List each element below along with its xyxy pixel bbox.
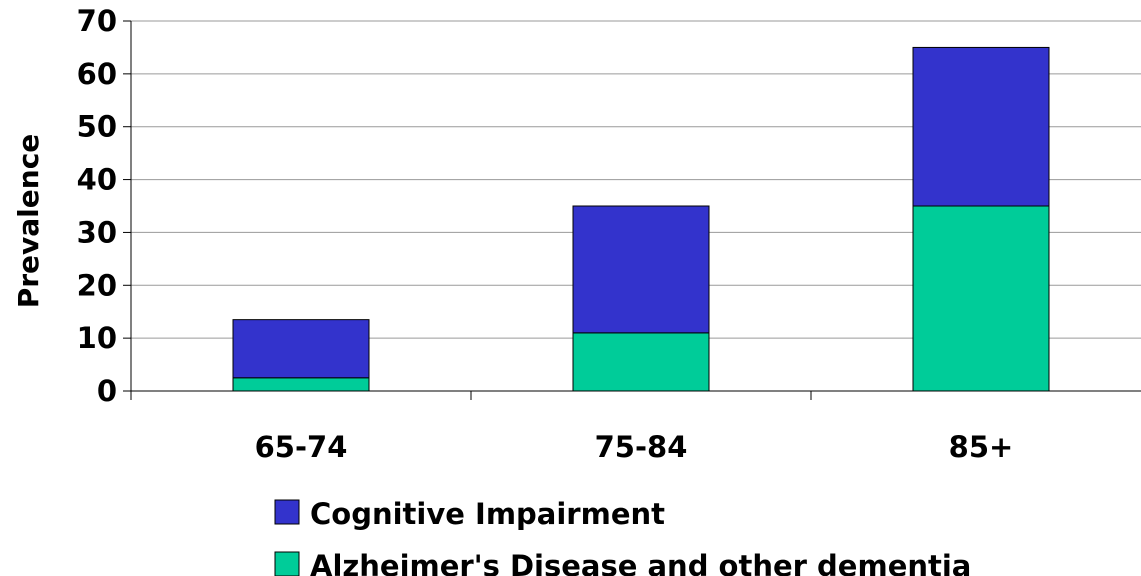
y-tick-label: 40 (77, 163, 117, 197)
axes (130, 21, 1141, 400)
bar-segment (232, 319, 370, 379)
legend: Cognitive Impairment Alzheimer's Disease … (274, 497, 971, 576)
x-tick-label: 65-74 (255, 430, 348, 464)
x-axis-ticks: 65-74 75-84 85+ (255, 430, 1014, 464)
y-tick-label: 50 (77, 110, 117, 144)
legend-label: Cognitive Impairment (310, 497, 665, 531)
legend-swatch (274, 551, 300, 576)
y-tick-label: 10 (77, 321, 117, 355)
bar-segment (912, 46, 1050, 207)
bar-segment (912, 205, 1050, 392)
bar-segment (572, 332, 710, 392)
legend-swatch (274, 499, 300, 525)
y-tick-label: 0 (97, 374, 117, 408)
y-axis-ticks: 0 10 20 30 40 50 60 70 (77, 4, 131, 408)
y-tick-label: 60 (77, 57, 117, 91)
bar-segment (232, 377, 370, 392)
y-axis-title: Prevalence (12, 134, 45, 309)
y-tick-label: 30 (77, 215, 117, 249)
bars (232, 46, 1050, 392)
x-tick-label: 85+ (949, 430, 1014, 464)
y-tick-label: 20 (77, 268, 117, 302)
legend-label: Alzheimer's Disease and other dementia (310, 549, 971, 576)
bar-segment (572, 205, 710, 334)
y-tick-label: 70 (77, 4, 117, 38)
x-tick-label: 75-84 (595, 430, 688, 464)
